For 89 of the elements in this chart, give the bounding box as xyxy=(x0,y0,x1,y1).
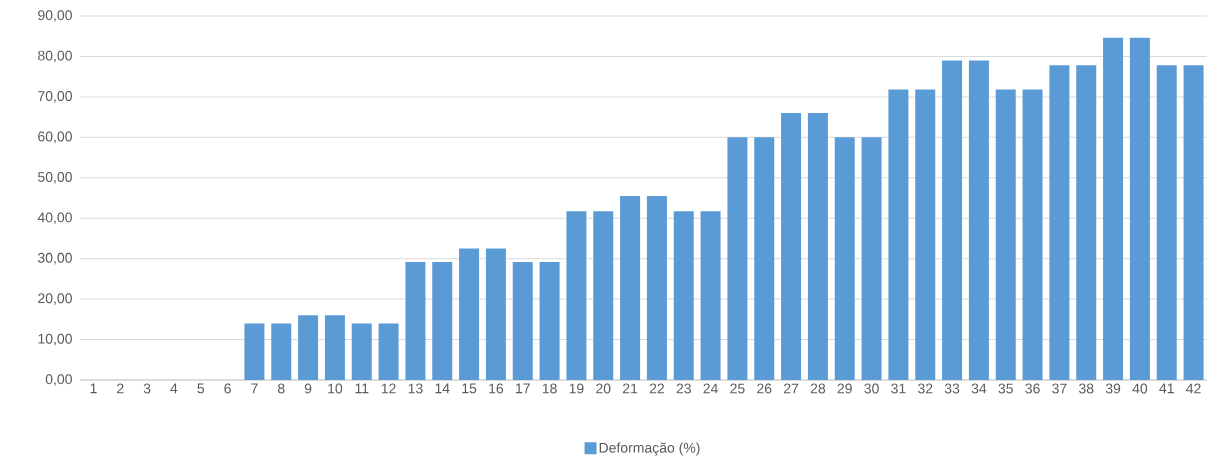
bar xyxy=(727,137,748,380)
x-tick-label: 24 xyxy=(703,383,718,394)
bar xyxy=(995,89,1016,380)
bar xyxy=(324,315,345,380)
bar xyxy=(566,211,587,380)
x-tick-label: 12 xyxy=(381,383,396,394)
legend-label: Deformação (%) xyxy=(599,442,700,456)
bar xyxy=(1049,65,1070,380)
x-tick-label: 42 xyxy=(1186,383,1201,394)
x-tick-label: 7 xyxy=(251,383,258,394)
x-tick-label: 36 xyxy=(1025,383,1040,394)
x-tick-label: 13 xyxy=(408,383,423,394)
x-tick-label: 35 xyxy=(998,383,1013,394)
bar xyxy=(298,315,319,380)
bar xyxy=(968,60,989,380)
x-tick-label: 27 xyxy=(783,383,799,394)
x-tick-label: 21 xyxy=(623,383,638,394)
x-tick-label: 8 xyxy=(277,383,285,394)
bar xyxy=(646,195,667,380)
x-tick-label: 15 xyxy=(462,383,477,394)
bar xyxy=(888,89,909,380)
bar xyxy=(807,113,828,380)
y-tick-label: 70,00 xyxy=(38,91,72,103)
y-tick-label: 30,00 xyxy=(37,252,72,265)
y-tick-label: 40,00 xyxy=(37,212,72,225)
x-tick-label: 29 xyxy=(837,383,852,394)
bar xyxy=(834,137,855,380)
x-tick-label: 17 xyxy=(516,383,530,394)
x-tick-label: 23 xyxy=(676,383,691,394)
bar xyxy=(620,195,641,380)
bar xyxy=(432,261,453,380)
bar xyxy=(593,211,614,380)
y-tick-label: 90,00 xyxy=(38,10,72,22)
bar xyxy=(942,60,963,380)
bar xyxy=(405,261,426,380)
x-tick-label: 11 xyxy=(355,383,369,394)
bar xyxy=(378,323,399,380)
bar xyxy=(539,261,560,380)
x-tick-label: 10 xyxy=(328,383,343,394)
bar xyxy=(1129,37,1150,380)
x-tick-label: 37 xyxy=(1052,383,1067,394)
x-tick-label: 38 xyxy=(1078,383,1094,394)
bar xyxy=(244,323,265,380)
y-tick-label: 20,00 xyxy=(38,293,72,305)
x-tick-label: 26 xyxy=(757,383,772,394)
x-tick-label: 14 xyxy=(435,383,450,394)
x-tick-label: 33 xyxy=(944,383,960,394)
x-tick-label: 30 xyxy=(864,383,879,394)
x-tick-label: 16 xyxy=(489,383,504,394)
x-tick-label: 6 xyxy=(224,383,231,394)
bar xyxy=(271,323,292,380)
x-tick-label: 20 xyxy=(596,383,611,394)
x-tick-label: 39 xyxy=(1105,383,1121,394)
x-tick-label: 22 xyxy=(649,383,664,394)
x-tick-label: 3 xyxy=(143,383,151,394)
x-tick-label: 1 xyxy=(90,383,97,394)
x-tick-label: 34 xyxy=(971,383,987,394)
bar xyxy=(351,323,372,380)
bar xyxy=(915,89,936,380)
bar xyxy=(781,113,802,380)
bar xyxy=(861,137,882,380)
x-tick-label: 4 xyxy=(170,383,178,394)
x-tick-label: 32 xyxy=(917,383,933,394)
y-tick-label: 10,00 xyxy=(38,333,72,346)
x-tick-label: 18 xyxy=(542,383,557,394)
bar xyxy=(754,137,775,380)
x-tick-label: 5 xyxy=(197,383,205,394)
x-tick-label: 2 xyxy=(117,383,124,394)
y-tick-label: 60,00 xyxy=(38,131,72,144)
bar xyxy=(1076,65,1097,380)
bar xyxy=(1103,37,1124,380)
bar xyxy=(673,211,694,380)
bar xyxy=(459,248,480,380)
x-tick-label: 40 xyxy=(1132,383,1148,394)
x-tick-label: 28 xyxy=(810,383,826,394)
bar xyxy=(700,211,721,380)
bar xyxy=(512,261,533,380)
x-tick-label: 31 xyxy=(891,383,906,394)
x-tick-label: 25 xyxy=(730,383,745,394)
bar xyxy=(1156,65,1177,380)
x-tick-label: 19 xyxy=(569,383,584,394)
bar xyxy=(1183,65,1204,380)
x-tick-label: 41 xyxy=(1159,383,1174,394)
x-tick-label: 9 xyxy=(304,383,312,394)
y-tick-label: 50,00 xyxy=(38,171,72,184)
bar xyxy=(1022,89,1043,380)
bar xyxy=(485,248,506,380)
y-tick-label: 0,00 xyxy=(45,374,72,386)
y-tick-label: 80,00 xyxy=(38,50,72,63)
